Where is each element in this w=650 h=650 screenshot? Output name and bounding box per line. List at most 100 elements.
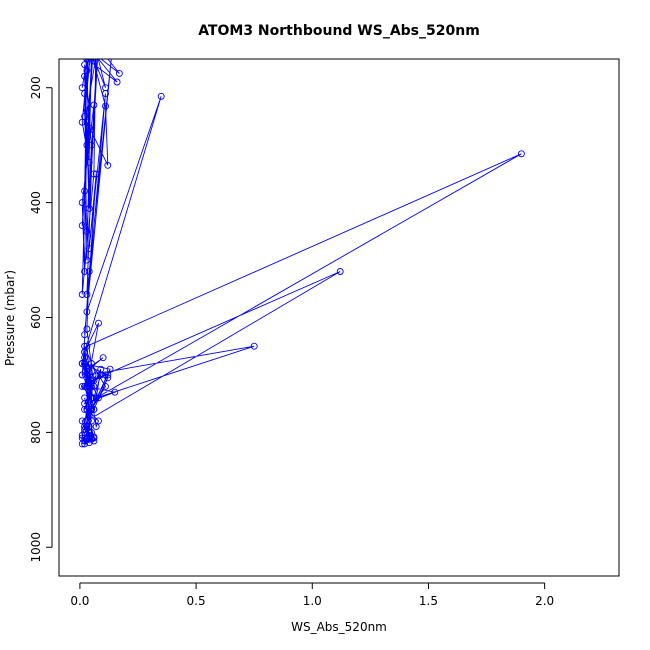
data-point — [88, 394, 95, 402]
data-point — [83, 417, 91, 425]
data-point — [85, 268, 93, 275]
data-point — [85, 245, 93, 253]
x-axis-label: WS_Abs_520nm — [291, 620, 387, 634]
data-point — [93, 22, 99, 28]
data-point — [78, 118, 86, 126]
data-point — [91, 33, 97, 39]
data-point — [89, 50, 95, 56]
plot-data — [78, 22, 525, 448]
data-point — [109, 45, 115, 51]
data-point — [81, 331, 89, 339]
data-point — [92, 371, 100, 379]
data-point — [83, 308, 91, 316]
data-point — [92, 170, 100, 178]
data-point — [85, 158, 93, 166]
data-point — [250, 342, 258, 350]
data-point — [113, 78, 121, 86]
data-point — [83, 325, 91, 333]
data-point — [90, 433, 98, 441]
data-point — [81, 112, 89, 120]
data-point — [86, 45, 92, 51]
data-point — [88, 405, 95, 413]
data-point — [90, 101, 98, 109]
chart-title: ATOM3 Northbound WS_Abs_520nm — [198, 23, 480, 39]
data-point — [83, 342, 91, 350]
series-line-0 — [80, 59, 522, 445]
data-point — [79, 27, 85, 33]
plot-frame — [58, 58, 620, 577]
data-point — [336, 268, 344, 275]
data-point — [83, 118, 91, 126]
data-point — [78, 440, 86, 448]
data-point — [78, 382, 86, 390]
data-point — [83, 256, 91, 264]
data-point — [85, 204, 93, 212]
data-point — [83, 141, 91, 149]
data-point — [85, 439, 93, 447]
data-point — [115, 69, 123, 77]
data-point — [89, 50, 95, 56]
data-point — [88, 141, 95, 149]
data-point — [78, 84, 86, 92]
data-point — [157, 92, 165, 100]
data-point — [90, 405, 98, 413]
data-point — [81, 394, 89, 402]
data-point — [78, 222, 86, 230]
data-point — [102, 102, 109, 110]
data-point — [85, 382, 93, 390]
data-point — [83, 405, 91, 413]
data-point — [95, 394, 102, 402]
data-point — [99, 354, 107, 362]
y-tick-label: 400 — [29, 191, 43, 214]
data-point — [81, 434, 89, 442]
data-point — [96, 39, 102, 45]
data-point — [92, 394, 100, 402]
y-tick-label: 1000 — [29, 532, 43, 563]
data-point — [85, 428, 93, 436]
data-point — [91, 50, 97, 56]
data-point — [91, 39, 97, 45]
data-point — [83, 227, 91, 235]
data-point — [90, 377, 98, 385]
y-axis-label: Pressure (mbar) — [3, 270, 17, 366]
data-point — [83, 365, 91, 373]
data-point — [106, 365, 114, 373]
data-point — [83, 67, 91, 74]
x-tick-label: 1.0 — [303, 594, 322, 608]
data-point — [81, 360, 89, 367]
data-point — [88, 377, 95, 385]
data-point — [95, 417, 102, 425]
y-tick-label: 800 — [29, 421, 43, 444]
data-point — [88, 360, 95, 367]
data-point — [83, 107, 91, 115]
data-point — [81, 72, 89, 80]
data-point — [96, 27, 102, 33]
data-point — [81, 187, 89, 195]
data-point — [81, 61, 89, 69]
data-point — [83, 382, 91, 390]
data-point — [90, 170, 98, 178]
axes: 0.0 0.5 1.0 1.5 2.0 200 400 600 800 1000 — [29, 76, 554, 608]
data-point — [111, 388, 119, 396]
data-point — [85, 411, 93, 419]
data-point — [81, 90, 89, 97]
data-point — [89, 39, 95, 45]
data-point — [92, 423, 100, 431]
data-point — [89, 22, 95, 28]
y-tick-label: 600 — [29, 306, 43, 329]
data-point — [95, 319, 102, 327]
data-point — [517, 150, 525, 158]
data-point — [83, 59, 91, 63]
data-point — [85, 371, 93, 379]
data-point — [81, 382, 89, 390]
data-point — [88, 417, 95, 425]
data-point — [78, 360, 86, 367]
data-point — [97, 371, 105, 379]
data-point — [78, 417, 86, 425]
data-point — [90, 394, 98, 402]
data-point — [104, 161, 112, 169]
data-point — [83, 291, 91, 298]
data-point — [81, 423, 89, 431]
x-tick-label: 1.5 — [419, 594, 438, 608]
